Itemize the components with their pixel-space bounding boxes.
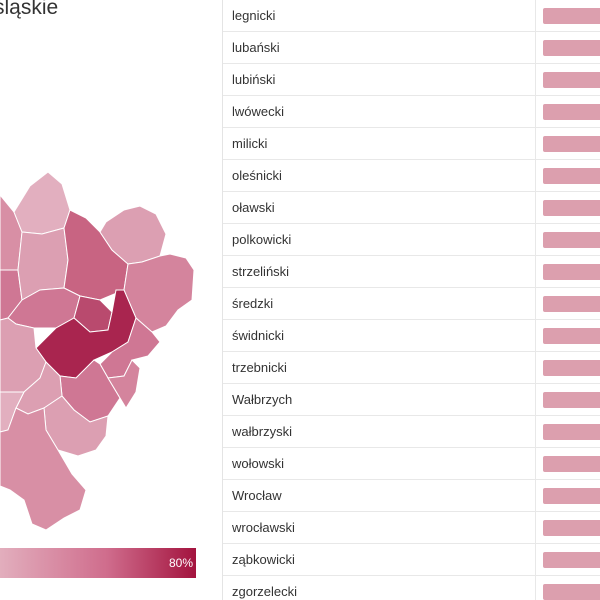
table-row[interactable]: średzki: [223, 288, 600, 320]
value-bar: [543, 584, 600, 600]
table-row[interactable]: strzeliński: [223, 256, 600, 288]
table-row[interactable]: zgorzelecki: [223, 576, 600, 600]
value-cell: [535, 320, 600, 351]
value-bar: [543, 360, 600, 376]
table-row[interactable]: milicki: [223, 128, 600, 160]
table-row[interactable]: świdnicki: [223, 320, 600, 352]
county-name: średzki: [232, 288, 273, 320]
value-bar: [543, 104, 600, 120]
value-bar: [543, 328, 600, 344]
value-cell: [535, 64, 600, 95]
county-name: oleśnicki: [232, 160, 282, 192]
value-cell: [535, 288, 600, 319]
county-name: zgorzelecki: [232, 576, 297, 600]
value-bar: [543, 168, 600, 184]
value-cell: [535, 128, 600, 159]
value-bar: [543, 200, 600, 216]
region-title: śląskie: [0, 0, 58, 20]
value-bar: [543, 232, 600, 248]
county-name: wołowski: [232, 448, 284, 480]
value-cell: [535, 448, 600, 479]
value-bar: [543, 520, 600, 536]
table-row[interactable]: Wrocław: [223, 480, 600, 512]
table-row[interactable]: wałbrzyski: [223, 416, 600, 448]
county-name: Wrocław: [232, 480, 282, 512]
value-cell: [535, 544, 600, 575]
county-table: legnicki lubański lubiński lwówecki milicki o…: [222, 0, 600, 600]
county-name: trzebnicki: [232, 352, 287, 384]
value-cell: [535, 576, 600, 600]
county-name: wrocławski: [232, 512, 295, 544]
value-bar: [543, 392, 600, 408]
table-row[interactable]: lwówecki: [223, 96, 600, 128]
value-cell: [535, 384, 600, 415]
table-row[interactable]: polkowicki: [223, 224, 600, 256]
county-name: oławski: [232, 192, 275, 224]
county-name: milicki: [232, 128, 267, 160]
legend-max-label: 80%: [169, 556, 193, 570]
value-bar: [543, 264, 600, 280]
value-bar: [543, 136, 600, 152]
choropleth-map: [0, 0, 222, 600]
legend-scale-bar: 80%: [0, 548, 196, 578]
value-cell: [535, 256, 600, 287]
value-bar: [543, 456, 600, 472]
value-cell: [535, 480, 600, 511]
table-row[interactable]: oławski: [223, 192, 600, 224]
value-cell: [535, 224, 600, 255]
value-cell: [535, 512, 600, 543]
county-name: lwówecki: [232, 96, 284, 128]
value-bar: [543, 296, 600, 312]
value-cell: [535, 32, 600, 63]
table-row[interactable]: legnicki: [223, 0, 600, 32]
map-panel: śląskie 80%: [0, 0, 222, 600]
value-cell: [535, 96, 600, 127]
value-bar: [543, 424, 600, 440]
value-bar: [543, 72, 600, 88]
value-cell: [535, 352, 600, 383]
value-cell: [535, 160, 600, 191]
table-row[interactable]: oleśnicki: [223, 160, 600, 192]
county-name: wałbrzyski: [232, 416, 292, 448]
value-bar: [543, 8, 600, 24]
map-region-north[interactable]: [14, 172, 70, 234]
table-row[interactable]: lubiński: [223, 64, 600, 96]
value-bar: [543, 552, 600, 568]
table-row[interactable]: lubański: [223, 32, 600, 64]
county-name: lubiński: [232, 64, 275, 96]
table-row[interactable]: ząbkowicki: [223, 544, 600, 576]
county-name: legnicki: [232, 0, 275, 32]
county-name: Wałbrzych: [232, 384, 292, 416]
county-name: polkowicki: [232, 224, 291, 256]
county-name: świdnicki: [232, 320, 284, 352]
value-cell: [535, 192, 600, 223]
table-row[interactable]: wołowski: [223, 448, 600, 480]
value-cell: [535, 416, 600, 447]
county-name: lubański: [232, 32, 280, 64]
table-row[interactable]: wrocławski: [223, 512, 600, 544]
county-name: strzeliński: [232, 256, 289, 288]
value-bar: [543, 488, 600, 504]
table-row[interactable]: Wałbrzych: [223, 384, 600, 416]
county-name: ząbkowicki: [232, 544, 295, 576]
value-cell: [535, 0, 600, 31]
value-bar: [543, 40, 600, 56]
table-row[interactable]: trzebnicki: [223, 352, 600, 384]
